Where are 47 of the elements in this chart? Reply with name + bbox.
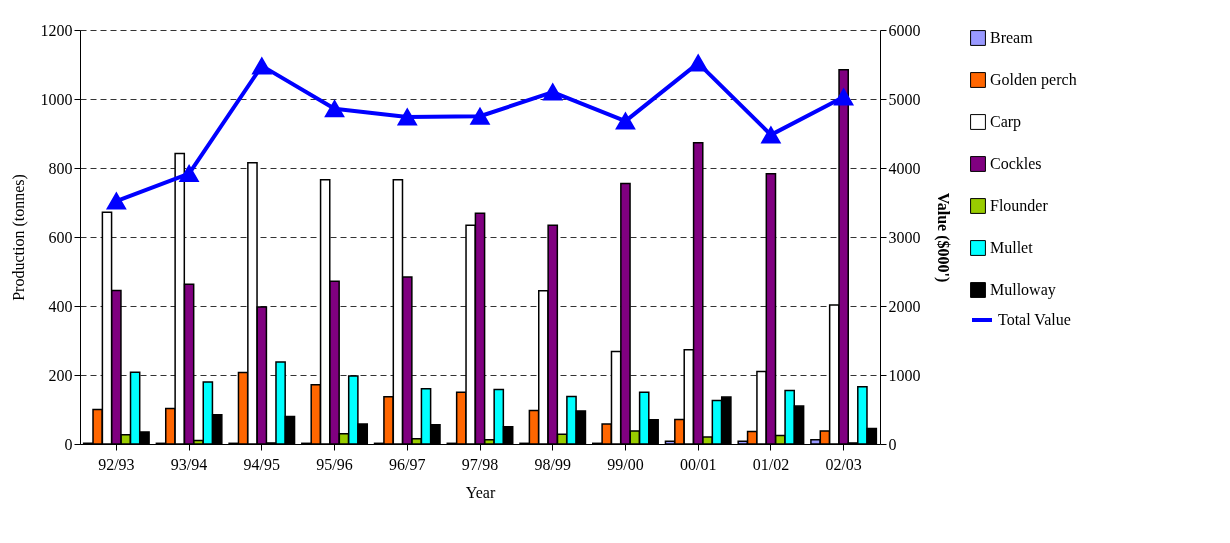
- legend-label: Carp: [990, 113, 1022, 131]
- point: [761, 126, 781, 144]
- x-tick-label: 99/00: [607, 455, 644, 473]
- x-tick-label: 95/96: [316, 455, 353, 473]
- legend-label: Mulloway: [990, 281, 1056, 299]
- y-tick-label: 600: [48, 228, 73, 246]
- y2-tick-label: 6000: [888, 21, 921, 39]
- y2-tick-label: 3000: [888, 228, 921, 246]
- point: [543, 83, 563, 101]
- y-tick-label: 1000: [40, 90, 73, 108]
- point: [324, 100, 345, 118]
- y-tick-label: 0: [64, 435, 73, 453]
- y-axis-title: Production (tonnes): [9, 174, 28, 301]
- y2-axis-title: Value ($000'): [933, 192, 952, 283]
- point: [179, 165, 199, 183]
- legend-label: Cockles: [990, 155, 1042, 172]
- legend-label: Golden perch: [990, 71, 1077, 89]
- y2-tick-label: 2000: [888, 297, 921, 315]
- point: [615, 112, 636, 130]
- legend-label: Total Value: [998, 311, 1071, 328]
- x-tick-label: 98/99: [534, 455, 571, 473]
- x-tick-label: 92/93: [98, 455, 135, 473]
- y-tick-label: 400: [48, 297, 73, 315]
- y-tick-label: 1200: [40, 21, 73, 39]
- point: [833, 88, 854, 106]
- x-tick-label: 97/98: [461, 455, 499, 473]
- x-tick-label: 02/03: [825, 455, 862, 473]
- y2-tick-label: 1000: [888, 366, 921, 384]
- x-tick-label: 00/01: [679, 455, 717, 473]
- legend-label: Mullet: [990, 239, 1034, 256]
- x-tick-label: 93/94: [170, 455, 208, 473]
- x-tick-label: 01/02: [752, 455, 790, 473]
- point: [397, 108, 417, 126]
- x-tick-label: 96/97: [389, 455, 426, 473]
- legend-label: Bream: [990, 29, 1034, 46]
- y2-tick-label: 4000: [888, 159, 921, 177]
- y-tick-label: 200: [48, 366, 73, 384]
- point: [106, 192, 127, 210]
- point: [688, 54, 708, 72]
- y2-tick-label: 5000: [888, 90, 921, 108]
- point: [252, 57, 272, 75]
- point: [470, 107, 490, 125]
- y2-tick-label: 0: [888, 435, 897, 453]
- legend-label: Flounder: [990, 197, 1049, 214]
- x-axis-title: Year: [465, 483, 496, 501]
- y-tick-label: 800: [48, 159, 73, 177]
- x-tick-label: 94/95: [243, 455, 281, 473]
